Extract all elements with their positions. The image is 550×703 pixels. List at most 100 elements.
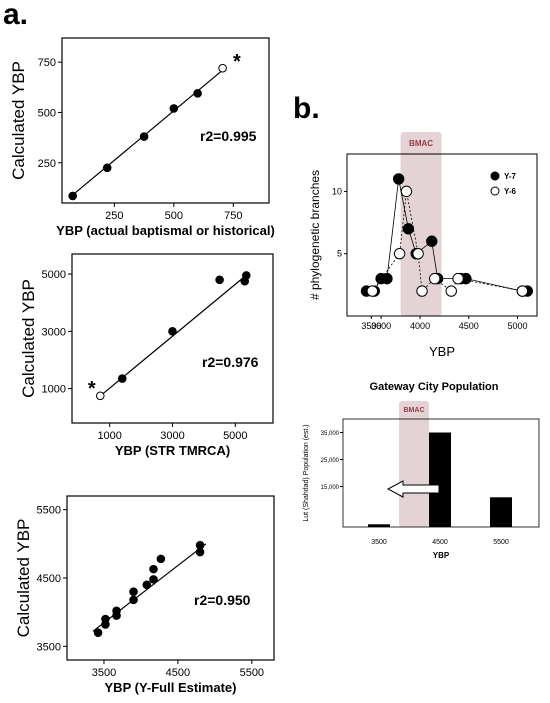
x-tick-label: 5500 — [240, 667, 264, 679]
fit-line — [71, 66, 227, 197]
data-point — [242, 271, 251, 280]
x-axis-label: YBP (STR TMRCA) — [115, 443, 230, 458]
data-point — [68, 191, 78, 201]
x-tick-label: 3500 — [92, 667, 116, 679]
series-point-Y-7 — [426, 235, 438, 247]
data-point — [102, 163, 112, 173]
x-tick-label: 5000 — [223, 430, 247, 442]
y-tick-label: 3000 — [42, 326, 66, 338]
series-point-Y-6 — [428, 272, 441, 285]
x-axis-label: YBP — [429, 344, 455, 359]
data-point — [156, 554, 166, 564]
y-tick-label: 5 — [337, 249, 342, 259]
bar — [368, 524, 390, 527]
x-tick-label: 1000 — [97, 430, 121, 442]
bar — [429, 432, 451, 527]
legend-marker — [490, 171, 500, 181]
y-tick-label: 5000 — [42, 269, 66, 281]
x-tick-label: 5000 — [507, 321, 527, 331]
y-tick-label: 15,000 — [321, 485, 340, 491]
data-point — [149, 564, 158, 574]
x-axis-label: YBP (actual baptismal or historical) — [56, 223, 275, 238]
y-axis-label: # phylogenetic branches — [308, 170, 322, 300]
series-point-Y-7 — [402, 223, 415, 235]
x-tick-label: 4500 — [432, 539, 448, 546]
legend-label: Y-7 — [504, 172, 517, 181]
x-axis-label: YBP (Y-Full Estimate) — [105, 680, 237, 695]
chart-a1: 250 500 750 250 500 750 * r2=0.995 YBP (actual b… — [9, 37, 275, 238]
y-tick-label: 5500 — [37, 505, 61, 517]
bmac-label: BMAC — [409, 139, 433, 148]
chart-a3: 3500 4500 5500 3500 4500 5500 r2=0.950 YBP (Y-F… — [14, 495, 275, 695]
y-tick-label: 1000 — [42, 384, 66, 396]
y-tick-label: 3500 — [37, 641, 61, 653]
y-tick-label: 35,000 — [321, 431, 340, 437]
series-point-Y-6 — [412, 247, 424, 260]
left-arrow-icon — [386, 480, 440, 498]
data-point — [117, 374, 127, 383]
series-point-Y-6 — [452, 272, 464, 285]
series-point-Y-6 — [516, 285, 529, 297]
series-line-Y-6 — [372, 191, 523, 292]
y-tick-label: 25,000 — [321, 458, 340, 464]
data-point — [142, 580, 152, 590]
series-point-Y-7 — [392, 173, 405, 185]
chart-b2: Gateway City Population BMAC 15,000 25,000 3… — [303, 381, 540, 560]
series-point-Y-6 — [400, 185, 413, 198]
chart-title: Gateway City Population — [370, 381, 499, 393]
x-tick-label: 4000 — [410, 321, 430, 331]
series-point-Y-6 — [416, 285, 428, 297]
x-tick-label: 3600 — [371, 321, 391, 331]
y-axis-label: Lut (Shahdad) Population (est.) — [303, 424, 310, 521]
x-tick-label: 500 — [165, 210, 183, 222]
series-point-Y-7 — [381, 272, 393, 285]
legend-label: Y-6 — [504, 187, 517, 196]
r2-annotation: r2=0.950 — [194, 592, 251, 608]
r2-annotation: r2=0.976 — [202, 354, 259, 370]
y-tick-label: 10 — [332, 186, 342, 196]
legend-marker — [490, 186, 500, 196]
y-tick-label: 750 — [38, 57, 56, 69]
panel-label-b: b. — [293, 92, 320, 125]
bar — [490, 497, 512, 527]
chart-a2: 1000 3000 5000 1000 3000 5000 * r2=0.976 YBP (ST… — [19, 253, 274, 458]
y-tick-label: 250 — [38, 158, 56, 170]
data-point — [195, 540, 205, 550]
series-point-Y-6 — [393, 247, 406, 260]
data-point — [149, 575, 158, 584]
data-point — [215, 275, 224, 285]
x-tick-label: 750 — [224, 210, 242, 222]
data-point — [169, 104, 179, 113]
data-point — [129, 595, 138, 605]
bmac-band — [400, 132, 442, 316]
data-point — [129, 587, 138, 596]
plot-frame — [346, 153, 538, 317]
x-tick-label: 5500 — [493, 539, 509, 546]
x-tick-label: 4500 — [459, 321, 479, 331]
plot-frame — [61, 37, 270, 204]
asterisk-marker: * — [233, 51, 241, 73]
data-point — [95, 391, 105, 401]
data-point — [112, 606, 121, 616]
x-tick-label: 250 — [105, 210, 123, 222]
x-tick-label: 3000 — [160, 430, 184, 442]
bmac-band — [399, 401, 429, 527]
data-point — [93, 628, 103, 637]
series-point-Y-6 — [366, 285, 379, 297]
y-axis-label: Calculated YBP — [19, 279, 38, 398]
x-axis-label: YBP — [433, 551, 450, 560]
r2-annotation: r2=0.995 — [200, 128, 257, 144]
panel-label-a: a. — [3, 0, 28, 31]
data-point — [139, 132, 149, 141]
x-tick-label: 3500 — [371, 539, 387, 546]
y-tick-label: 4500 — [37, 573, 61, 585]
series-point-Y-6 — [445, 285, 457, 297]
y-tick-label: 500 — [38, 107, 56, 119]
data-point — [168, 327, 177, 336]
y-axis-label: Calculated YBP — [9, 61, 28, 180]
asterisk-marker: * — [88, 378, 96, 400]
data-point — [218, 63, 227, 73]
y-axis-label: Calculated YBP — [14, 519, 33, 638]
